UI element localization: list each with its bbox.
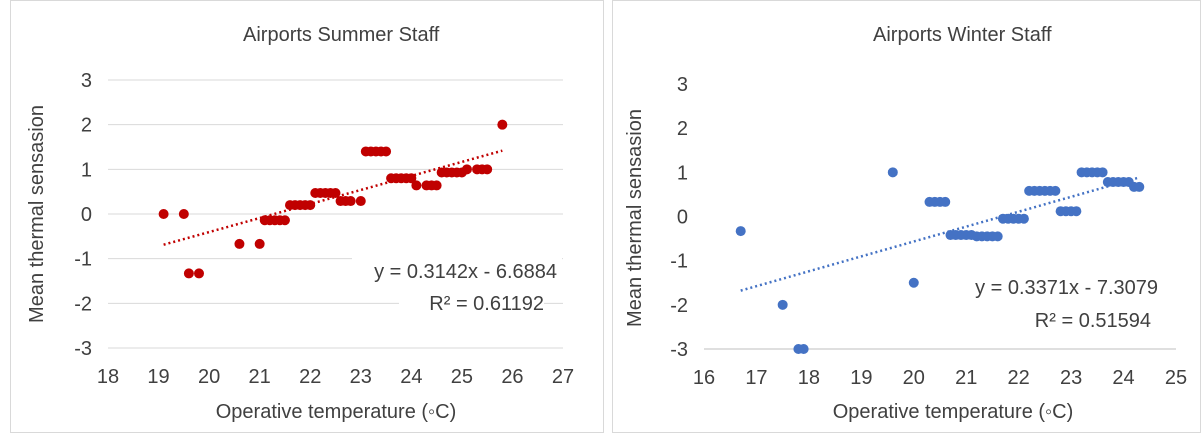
data-point [345, 196, 356, 207]
annotation-background [953, 272, 1163, 300]
annotation-background [352, 256, 562, 284]
x-tick-label: 18 [97, 366, 119, 388]
data-point [461, 164, 472, 175]
data-point [254, 238, 265, 249]
x-tick-label: 19 [147, 366, 169, 388]
annotation-background [1006, 305, 1151, 333]
data-point [497, 119, 508, 130]
r-squared-label: R² = 0.61192 [429, 293, 544, 315]
x-tick-label: 22 [1008, 367, 1030, 389]
data-point [194, 268, 204, 279]
data-point [381, 146, 392, 157]
trendline [740, 176, 1140, 292]
x-tick-label: 17 [745, 367, 767, 389]
y-axis-title: Mean thermal sensasion [26, 105, 48, 323]
y-tick-label: 3 [677, 74, 688, 96]
x-tick-label: 21 [249, 366, 271, 388]
chart-title: Airports Summer Staff [243, 24, 440, 46]
data-point [158, 209, 169, 219]
data-point [355, 196, 366, 207]
x-tick-label: 22 [299, 366, 321, 388]
y-tick-label: 0 [677, 207, 688, 229]
data-point [279, 215, 290, 226]
y-tick-label: 2 [677, 118, 688, 140]
data-point [183, 268, 194, 279]
data-point [411, 180, 422, 191]
data-point [1134, 181, 1145, 192]
data-point [992, 231, 1003, 242]
x-tick-label: 25 [451, 366, 473, 388]
trendline-equation: y = 0.3142x - 6.6884 [374, 261, 557, 283]
chart-title: Airports Winter Staff [873, 24, 1052, 46]
x-tick-label: 24 [400, 366, 422, 388]
x-tick-label: 21 [955, 367, 977, 389]
data-point [777, 299, 788, 310]
x-axis-title: Operative temperature (◦C) [833, 401, 1074, 423]
data-point [482, 164, 493, 175]
winter-chart-panel: Airports Winter Staff -3 -2 -1 0 1 2 3 16 17 18 19 2… [612, 0, 1201, 433]
data-point [1018, 213, 1029, 224]
x-tick-label: 25 [1165, 367, 1187, 389]
x-tick-label: 24 [1112, 367, 1134, 389]
data-point [735, 226, 746, 237]
data-point [887, 167, 898, 178]
trendline-equation: y = 0.3371x - 7.3079 [975, 277, 1158, 299]
x-tick-label: 20 [903, 367, 925, 389]
data-point [1071, 206, 1082, 217]
data-point [305, 200, 316, 211]
annotation-background [399, 288, 544, 316]
x-tick-label: 19 [850, 367, 872, 389]
y-tick-label: 2 [81, 115, 92, 137]
data-point [1050, 185, 1061, 196]
data-point [431, 180, 442, 191]
y-tick-label: 3 [81, 70, 92, 92]
data-point [234, 238, 245, 249]
x-tick-label: 23 [1060, 367, 1082, 389]
y-tick-label: -1 [74, 249, 92, 271]
summer-chart-panel: Airports Summer Staff -3 -2 -1 0 1 2 3 18 19 20 21 2… [10, 0, 604, 433]
y-tick-label: 1 [81, 159, 92, 181]
y-tick-label: -3 [670, 339, 688, 361]
data-point [330, 188, 341, 199]
x-tick-label: 26 [501, 366, 523, 388]
x-tick-label: 27 [552, 366, 574, 388]
data-point [908, 277, 919, 288]
trendline [163, 149, 503, 246]
data-point [1097, 167, 1108, 178]
data-point [406, 173, 417, 184]
data-point [798, 344, 809, 354]
y-tick-label: -2 [74, 293, 92, 315]
data-point [178, 209, 189, 219]
y-tick-label: -2 [670, 295, 688, 317]
x-tick-label: 20 [198, 366, 220, 388]
r-squared-label: R² = 0.51594 [1035, 310, 1151, 332]
data-point [940, 196, 951, 207]
y-axis-title: Mean thermal sensasion [624, 109, 646, 327]
y-tick-label: -1 [670, 251, 688, 273]
y-tick-label: -3 [74, 338, 92, 360]
y-tick-label: 0 [81, 204, 92, 226]
x-axis-title: Operative temperature (◦C) [216, 401, 457, 423]
x-tick-label: 16 [693, 367, 715, 389]
y-tick-label: 1 [677, 162, 688, 184]
x-tick-label: 18 [798, 367, 820, 389]
x-tick-label: 23 [350, 366, 372, 388]
